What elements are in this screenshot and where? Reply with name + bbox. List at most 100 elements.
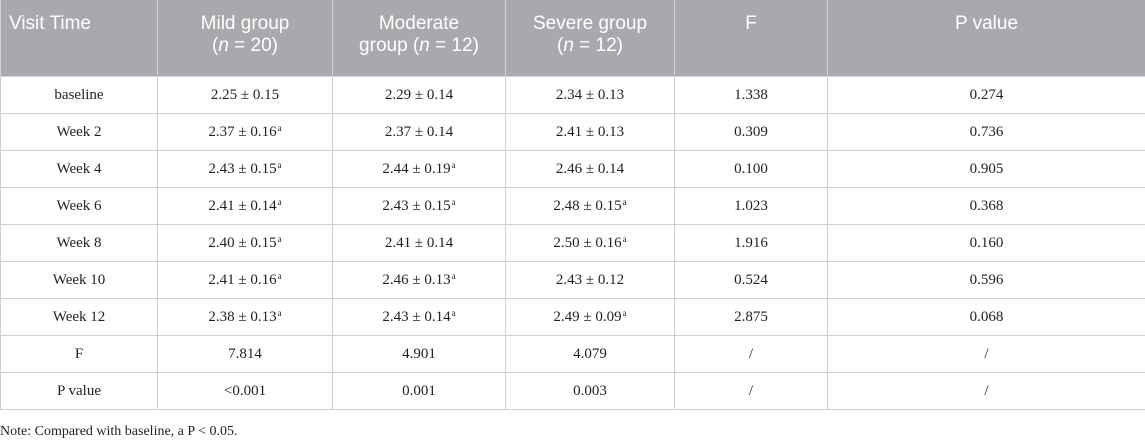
row-label-cell-value: F bbox=[74, 345, 84, 362]
f-cell: / bbox=[674, 335, 828, 373]
significance-marker: a bbox=[451, 159, 456, 170]
moderate-cell-value: 2.43 ± 0.15 bbox=[382, 197, 451, 214]
moderate-cell-value: 2.46 ± 0.13 bbox=[382, 271, 451, 288]
row-label-cell: P value bbox=[0, 372, 158, 410]
significance-marker: a bbox=[622, 307, 627, 318]
moderate-cell: 2.41 ± 0.14 bbox=[332, 224, 506, 262]
p-value-cell-value: / bbox=[984, 382, 989, 399]
f-cell: 2.875 bbox=[674, 298, 828, 336]
f-cell: 0.524 bbox=[674, 261, 828, 299]
severe-cell-value: 2.50 ± 0.16 bbox=[553, 234, 622, 251]
severe-cell: 2.50 ± 0.16a bbox=[505, 224, 675, 262]
significance-marker: a bbox=[451, 307, 456, 318]
moderate-cell-value: 2.37 ± 0.14 bbox=[384, 123, 454, 140]
mild-cell: 2.43 ± 0.15a bbox=[157, 150, 333, 188]
p-value-cell-value: 0.905 bbox=[969, 160, 1004, 177]
row-label-cell: Week 12 bbox=[0, 298, 158, 336]
moderate-cell-value: 2.29 ± 0.14 bbox=[384, 86, 454, 103]
moderate-cell: 2.37 ± 0.14 bbox=[332, 113, 506, 151]
row-label-cell: Week 4 bbox=[0, 150, 158, 188]
data-table: Visit Time Mild group (n = 20) Moderate gr… bbox=[0, 0, 1145, 410]
mild-cell: 2.41 ± 0.16a bbox=[157, 261, 333, 299]
moderate-cell: 2.29 ± 0.14 bbox=[332, 76, 506, 114]
significance-marker: a bbox=[277, 159, 282, 170]
significance-marker: a bbox=[277, 307, 282, 318]
moderate-cell-value: 4.901 bbox=[402, 345, 436, 362]
moderate-cell: 2.43 ± 0.14a bbox=[332, 298, 506, 336]
table-row: Week 10 2.41 ± 0.16a 2.46 ± 0.13 a 2.43 ± 0.… bbox=[0, 261, 1145, 299]
severe-cell-value: 2.34 ± 0.13 bbox=[555, 86, 625, 103]
p-value-cell: 0.905 bbox=[827, 150, 1145, 188]
table-row: Week 4 2.43 ± 0.15a 2.44 ± 0.19a 2.46 ± 0.1… bbox=[0, 150, 1145, 188]
moderate-cell-value: 0.001 bbox=[402, 382, 436, 399]
mild-cell-value: 7.814 bbox=[228, 345, 262, 362]
moderate-cell: 2.44 ± 0.19a bbox=[332, 150, 506, 188]
significance-marker: a bbox=[451, 196, 456, 207]
p-value-cell-value: 0.068 bbox=[969, 308, 1004, 325]
table-row: Week 8 2.40 ± 0.15a 2.41 ± 0.14 2.50 ± 0.16… bbox=[0, 224, 1145, 262]
mild-cell-value: 2.25 ± 0.15 bbox=[210, 86, 280, 103]
header-p-value: P value bbox=[827, 0, 1145, 77]
moderate-cell-value: 2.44 ± 0.19 bbox=[382, 160, 451, 177]
f-cell-value: 1.916 bbox=[734, 234, 768, 251]
mild-cell: 2.38 ± 0.13a bbox=[157, 298, 333, 336]
f-cell: 0.309 bbox=[674, 113, 828, 151]
significance-marker: a bbox=[277, 270, 282, 281]
f-cell: / bbox=[674, 372, 828, 410]
mild-cell-value: 2.37 ± 0.16 bbox=[208, 123, 277, 140]
f-cell-value: 1.338 bbox=[734, 86, 768, 103]
table-row: P value <0.001 0.001 0.003 / / bbox=[0, 372, 1145, 410]
p-value-cell: 0.368 bbox=[827, 187, 1145, 225]
p-value-cell: / bbox=[827, 335, 1145, 373]
significance-marker: a bbox=[277, 233, 282, 244]
f-cell-value: 2.875 bbox=[734, 308, 768, 325]
severe-cell: 0.003 bbox=[505, 372, 675, 410]
mild-cell-value: 2.41 ± 0.16 bbox=[208, 271, 277, 288]
header-mild-group: Mild group (n = 20) bbox=[157, 0, 333, 77]
header-moderate-group: Moderate group (n = 12) bbox=[332, 0, 506, 77]
p-value-cell-value: / bbox=[984, 345, 989, 362]
f-cell: 1.023 bbox=[674, 187, 828, 225]
mild-cell-value: 2.40 ± 0.15 bbox=[208, 234, 277, 251]
f-cell: 1.916 bbox=[674, 224, 828, 262]
row-label-cell: Week 2 bbox=[0, 113, 158, 151]
row-label-cell: baseline bbox=[0, 76, 158, 114]
p-value-cell-value: 0.274 bbox=[969, 86, 1004, 103]
mild-cell-value: <0.001 bbox=[223, 382, 267, 399]
header-f: F bbox=[674, 0, 828, 77]
mild-cell-value: 2.43 ± 0.15 bbox=[208, 160, 277, 177]
mild-cell: 2.25 ± 0.15 bbox=[157, 76, 333, 114]
mild-cell: 2.41 ± 0.14a bbox=[157, 187, 333, 225]
row-label-cell-value: Week 10 bbox=[52, 271, 106, 288]
row-label-cell: F bbox=[0, 335, 158, 373]
f-cell-value: / bbox=[748, 345, 754, 362]
row-label-cell-value: Week 6 bbox=[56, 197, 102, 214]
moderate-cell-value: 2.43 ± 0.14 bbox=[382, 308, 451, 325]
severe-cell-value: 2.43 ± 0.12 bbox=[555, 271, 625, 288]
row-label-cell-value: Week 2 bbox=[56, 123, 102, 140]
severe-cell: 2.34 ± 0.13 bbox=[505, 76, 675, 114]
table-note: Note: Compared with baseline, a P < 0.05… bbox=[0, 424, 238, 439]
row-label-cell-value: Week 12 bbox=[52, 308, 106, 325]
mild-cell: 7.814 bbox=[157, 335, 333, 373]
moderate-cell: 0.001 bbox=[332, 372, 506, 410]
f-cell: 0.100 bbox=[674, 150, 828, 188]
mild-cell: 2.40 ± 0.15a bbox=[157, 224, 333, 262]
moderate-cell: 2.43 ± 0.15a bbox=[332, 187, 506, 225]
f-cell-value: 0.100 bbox=[734, 160, 768, 177]
p-value-cell: 0.596 bbox=[827, 261, 1145, 299]
severe-cell-value: 2.49 ± 0.09 bbox=[553, 308, 622, 325]
f-cell-value: 0.524 bbox=[734, 271, 768, 288]
p-value-cell: / bbox=[827, 372, 1145, 410]
significance-marker: a bbox=[622, 196, 627, 207]
severe-cell: 4.079 bbox=[505, 335, 675, 373]
row-label-cell: Week 6 bbox=[0, 187, 158, 225]
moderate-cell: 4.901 bbox=[332, 335, 506, 373]
significance-marker: a bbox=[277, 196, 282, 207]
p-value-cell: 0.160 bbox=[827, 224, 1145, 262]
row-label-cell: Week 10 bbox=[0, 261, 158, 299]
header-visit-time: Visit Time bbox=[0, 0, 158, 77]
severe-cell: 2.41 ± 0.13 bbox=[505, 113, 675, 151]
moderate-cell-value: 2.41 ± 0.14 bbox=[384, 234, 454, 251]
severe-cell: 2.46 ± 0.14 bbox=[505, 150, 675, 188]
